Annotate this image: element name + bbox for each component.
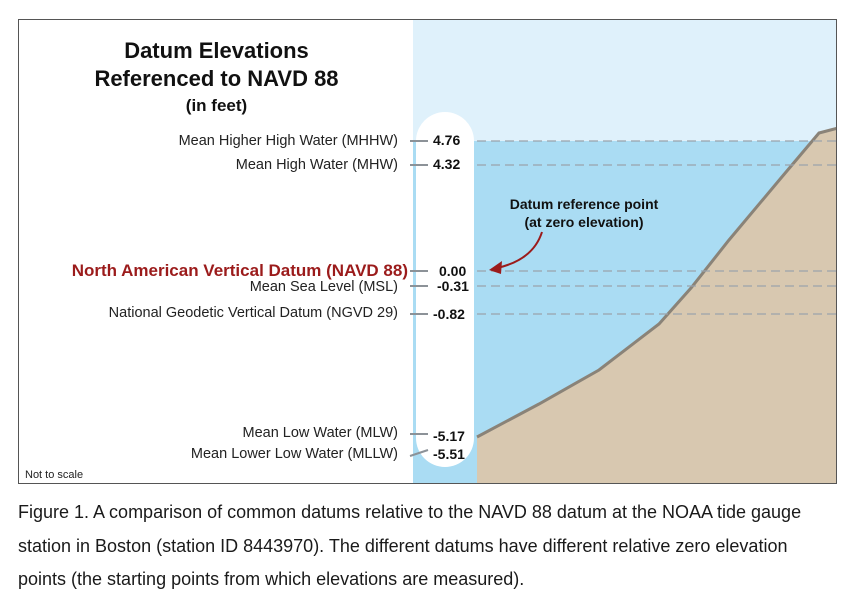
mllw-value: -5.51 <box>433 446 465 462</box>
reference-arrow <box>489 231 543 274</box>
diagram-title-line-1: Datum Elevations <box>124 38 309 63</box>
navd88-label: North American Vertical Datum (NAVD 88) <box>71 261 408 280</box>
navd88-value: 0.00 <box>439 263 467 279</box>
ngvd29-label: National Geodetic Vertical Datum (NGVD 2… <box>108 305 398 321</box>
mllw-label: Mean Lower Low Water (MLLW) <box>190 446 398 462</box>
gauge-bar <box>416 112 474 467</box>
reference-note-line-1: Datum reference point <box>509 196 659 212</box>
datum-figure: Datum Elevations Referenced to NAVD 88 (… <box>18 19 837 484</box>
ngvd29-value: -0.82 <box>433 306 465 322</box>
mhhw-label: Mean Higher High Water (MHHW) <box>178 133 398 149</box>
datum-ticks <box>409 140 429 457</box>
mllw-tick <box>409 449 429 457</box>
shore-ground <box>477 128 836 483</box>
msl-value: -0.31 <box>437 278 469 294</box>
reference-arrow-shaft <box>496 231 543 269</box>
diagram-title-unit: (in feet) <box>185 96 248 115</box>
mlw-label: Mean Low Water (MLW) <box>242 425 399 441</box>
shore-edge <box>476 126 836 439</box>
figure-caption: Figure 1. A comparison of common datums … <box>18 502 802 589</box>
mhw-label: Mean High Water (MHW) <box>235 157 398 173</box>
scale-note: Not to scale <box>25 469 84 481</box>
mlw-value: -5.17 <box>433 428 465 444</box>
white-panel <box>19 20 413 483</box>
mhw-value: 4.32 <box>433 156 461 172</box>
msl-label: Mean Sea Level (MSL) <box>249 279 398 295</box>
datum-dashes <box>477 140 836 315</box>
reference-point-note: Datum reference point (at zero elevation… <box>489 195 679 231</box>
diagram-title-line-2: Referenced to NAVD 88 <box>94 66 339 91</box>
datum-diagram <box>19 20 836 483</box>
reference-arrowhead <box>489 261 502 274</box>
reference-note-line-2: (at zero elevation) <box>524 214 644 230</box>
mhhw-value: 4.76 <box>433 132 461 148</box>
